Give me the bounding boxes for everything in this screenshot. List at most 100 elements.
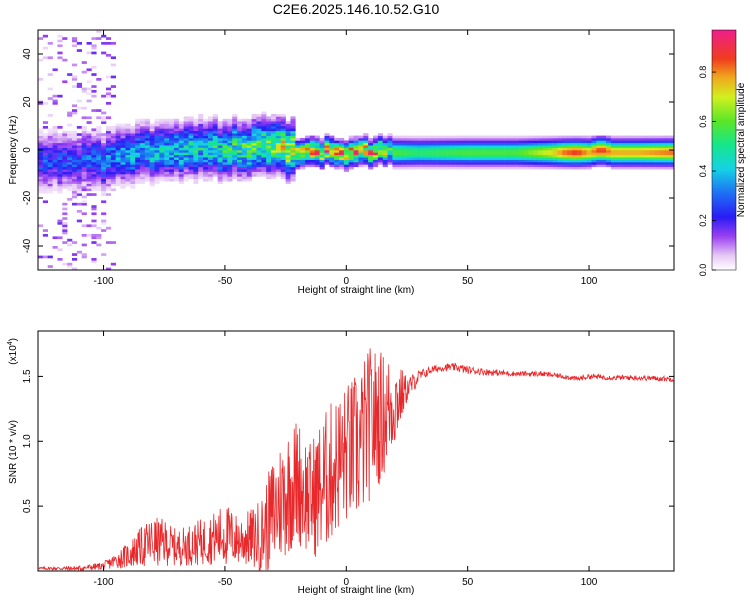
spectrogram-cell (280, 154, 286, 158)
spectrogram-cell (110, 63, 116, 67)
spectrogram-cell (110, 140, 116, 144)
spectrogram-cell (353, 157, 359, 160)
spectrogram-cell (67, 142, 73, 146)
spectrogram-cell (159, 128, 165, 132)
spectrogram-cell (470, 138, 476, 141)
spectrogram-cell (76, 159, 82, 163)
spectrogram-cell (275, 154, 282, 158)
spectrogram-cell (552, 154, 558, 158)
spectrogram-cell (57, 222, 63, 225)
spectrogram-cell (67, 140, 73, 144)
spectrogram-cell (640, 164, 646, 168)
spectrogram-cell (207, 147, 214, 151)
spectrogram-cell (363, 135, 369, 139)
spectrogram-cell (635, 166, 641, 170)
spectrogram-cell (139, 145, 146, 148)
spectrogram-cell (110, 169, 116, 172)
spectrogram-cell (314, 135, 320, 139)
spectrogram-cell (644, 166, 651, 170)
spectrogram-cell (110, 188, 116, 192)
spectrogram-cell (353, 150, 359, 153)
spectrogram-cell (397, 154, 403, 158)
spectrogram-cell (241, 121, 248, 124)
spectrogram-cell (110, 174, 116, 177)
spectrogram-cell (217, 152, 223, 156)
spectrogram-cell (91, 133, 97, 136)
spectrogram-cell (183, 176, 189, 180)
spectrogram-cell (309, 147, 316, 151)
snr-y-multiplier: (x104) (7, 338, 19, 365)
spectrogram-cell (542, 164, 549, 168)
spectrogram-cell (460, 145, 466, 148)
spectrogram-cell (479, 140, 485, 144)
spectrogram-cell (91, 90, 97, 93)
spectrogram-cell (484, 164, 490, 168)
spectrogram-cell (47, 87, 53, 91)
spectrogram-cell (256, 157, 262, 160)
spectrogram-cell (324, 154, 330, 158)
spectrogram-cell (178, 145, 184, 148)
spectrogram-cell (484, 135, 490, 139)
spectrogram-cell (101, 111, 107, 115)
spectrogram-cell (71, 145, 78, 148)
spectrogram-cell (392, 154, 398, 158)
spectrogram-cell (52, 246, 58, 249)
spectrogram-cell (232, 130, 238, 134)
spectrogram-cell (251, 171, 257, 175)
spectrogram-cell (465, 142, 471, 146)
spectrogram-cell (275, 130, 282, 134)
spectrogram-cell (474, 152, 481, 156)
spectrogram-cell (42, 121, 49, 124)
spectrogram-cell (392, 162, 398, 165)
spectrogram-cell (271, 157, 277, 160)
spectrogram-cell (290, 142, 296, 146)
spectrogram-cell (528, 140, 534, 144)
spectrogram-cell (47, 145, 53, 148)
spectrogram-cell (81, 90, 87, 93)
spectrogram-cell (217, 181, 223, 184)
spectrogram-cell (159, 121, 165, 124)
spectrogram-cell (440, 147, 447, 151)
spectrogram-cell (135, 130, 141, 134)
spectrogram-cell (280, 140, 286, 144)
spectrogram-cell (42, 140, 49, 144)
spectrogram-cell (57, 181, 63, 184)
spectrogram-cell (120, 159, 126, 163)
spectrogram-cell (523, 147, 529, 151)
spectrogram-cell (159, 178, 165, 182)
spectrogram-cell (81, 169, 87, 172)
spectrogram-cell (518, 152, 524, 156)
spectrogram-cell (557, 152, 563, 156)
spectrogram-cell (280, 133, 286, 136)
spectrogram-cell (397, 147, 403, 151)
spectrogram-cell (421, 162, 427, 165)
spectrogram-cell (421, 157, 427, 160)
spectrogram-cell (382, 140, 388, 144)
spectrogram-cell (130, 126, 136, 129)
spectrogram-cell (149, 123, 155, 127)
spectrogram-cell (101, 147, 107, 151)
spectrogram-cell (440, 135, 447, 139)
spectrogram-cell (416, 157, 422, 160)
spectrogram-cell (372, 157, 379, 160)
spectrogram-cell (81, 157, 87, 160)
spectrogram-cell (256, 138, 262, 141)
spectrogram-cell (52, 174, 58, 177)
spectrogram-cell (130, 171, 136, 175)
spectrogram-cell (198, 154, 204, 158)
spectrogram-cell (339, 152, 345, 156)
spectrogram-cell (52, 166, 58, 170)
spectrogram-cell (576, 154, 583, 158)
spectrogram-cell (96, 226, 102, 230)
spectrogram-cell (533, 159, 539, 163)
spectrogram-cell (251, 154, 257, 158)
spectrogram-cell (232, 145, 238, 148)
spectrogram-cell (455, 159, 461, 163)
spectrogram-cell (125, 140, 131, 144)
spectrogram-cell (440, 154, 447, 158)
spectrogram-cell (52, 133, 58, 136)
spectrogram-cell (47, 130, 53, 134)
spectrogram-cell (397, 140, 403, 144)
spectrogram-cell (474, 159, 481, 163)
spectrogram-cell (387, 154, 393, 158)
